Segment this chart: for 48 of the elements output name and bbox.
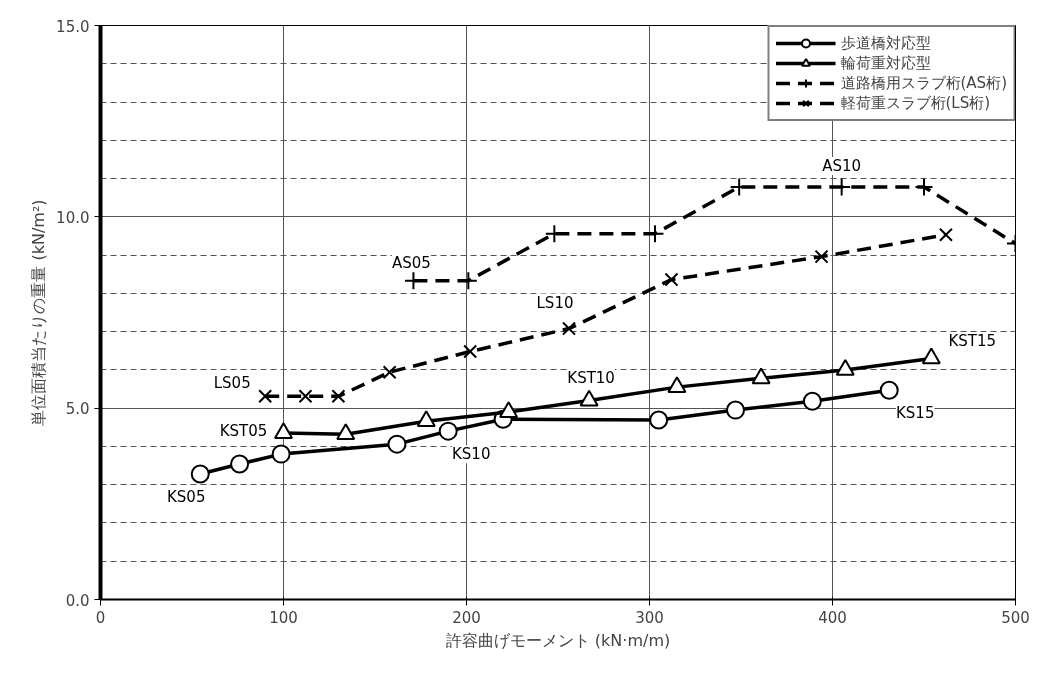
y-tick-label: 5.0 (65, 400, 90, 419)
point (814, 249, 829, 264)
point (463, 344, 478, 359)
point (438, 421, 458, 441)
legend-label: 道路橋用スラブ桁(AS桁) (840, 73, 1007, 93)
point (230, 454, 250, 474)
point (664, 272, 679, 287)
point (336, 423, 356, 441)
legend-label: 輪荷重対応型 (840, 53, 931, 73)
point (331, 389, 346, 404)
annotation: KST05 (219, 422, 268, 441)
point (258, 389, 273, 404)
point (271, 444, 291, 464)
point (879, 380, 899, 400)
point (802, 391, 822, 411)
annotation: KST10 (567, 368, 615, 387)
annotation: LS10 (536, 293, 574, 312)
point (298, 389, 313, 404)
point (561, 321, 576, 336)
annotation: AS10 (822, 156, 862, 175)
y-tick-label: 0.0 (65, 591, 90, 610)
point (382, 365, 397, 380)
point (667, 376, 687, 394)
x-axis-title: 許容曲げモーメント (kN·m/m) (445, 630, 671, 650)
annotation: LS05 (213, 374, 251, 393)
point (914, 177, 934, 197)
point (726, 400, 746, 420)
annotation: KST15 (948, 332, 997, 351)
x-tick-label: 500 (1001, 608, 1030, 627)
y-tick-label: 15.0 (56, 17, 90, 36)
annotation: AS05 (392, 253, 431, 272)
point (190, 464, 210, 484)
legend-label: 軽荷重スラブ桁(LS桁) (840, 93, 991, 113)
x-tick-label: 400 (818, 608, 847, 627)
x-tick-label: 200 (452, 608, 481, 627)
x-tick-label: 300 (635, 608, 664, 627)
legend-label: 歩道橋対応型 (840, 33, 931, 53)
y-axis-title: 単位面積当たりの重量 (kN/m²) (29, 199, 49, 426)
x-tick-label: 100 (269, 608, 298, 627)
x-tick-label: 0 (95, 608, 106, 627)
annotation: KS15 (896, 404, 935, 423)
annotation: KS10 (451, 445, 491, 464)
point (938, 227, 953, 242)
point (387, 434, 407, 454)
annotation: KS05 (167, 487, 206, 506)
point (649, 410, 669, 430)
y-tick-label: 10.0 (56, 208, 90, 227)
point (416, 410, 436, 428)
